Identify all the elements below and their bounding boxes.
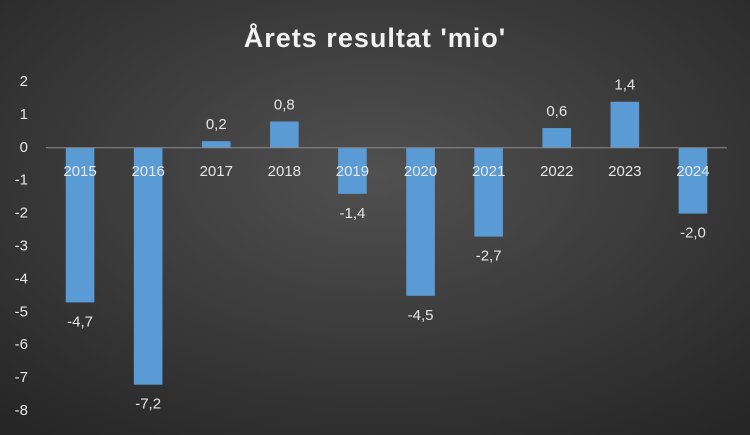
- y-tick-label: -1: [15, 172, 28, 189]
- value-label: -7,2: [135, 396, 161, 413]
- y-tick-label: -8: [15, 402, 28, 419]
- x-tick-label: 2016: [131, 163, 164, 180]
- y-tick-label: 0: [20, 139, 28, 156]
- x-tick-label: 2024: [676, 163, 709, 180]
- chart-title: Årets resultat 'mio': [244, 22, 506, 53]
- y-tick-label: 2: [20, 73, 28, 90]
- value-label: -4,7: [67, 313, 93, 330]
- x-tick-label: 2022: [540, 163, 573, 180]
- bar: [338, 147, 367, 194]
- x-tick-label: 2017: [200, 163, 233, 180]
- x-tick-label: 2018: [268, 163, 301, 180]
- x-tick-label: 2015: [63, 163, 96, 180]
- bar: [270, 121, 299, 148]
- y-tick-label: -2: [15, 205, 28, 222]
- x-tick-label: 2020: [404, 163, 437, 180]
- value-label: -2,7: [476, 248, 502, 265]
- value-label: -2,0: [680, 225, 706, 242]
- bar: [542, 128, 572, 148]
- value-label: 0,2: [206, 116, 227, 133]
- bar: [133, 147, 163, 385]
- bar: [678, 147, 708, 214]
- x-tick-label: 2023: [608, 163, 641, 180]
- bar: [406, 147, 435, 296]
- value-label: 0,6: [546, 103, 567, 120]
- y-tick-label: -3: [15, 237, 28, 254]
- bar: [474, 147, 503, 237]
- x-tick-label: 2019: [336, 163, 369, 180]
- bar: [201, 141, 231, 148]
- value-label: -4,5: [408, 307, 434, 324]
- value-label: 0,8: [274, 96, 295, 113]
- y-tick-label: -7: [15, 369, 28, 386]
- bar: [65, 147, 95, 303]
- bar: [610, 101, 640, 148]
- value-label: 1,4: [614, 77, 635, 94]
- x-tick-label: 2021: [472, 163, 505, 180]
- y-tick-label: 1: [20, 106, 28, 123]
- y-tick-label: -5: [15, 303, 28, 320]
- y-tick-label: -4: [15, 270, 28, 287]
- y-tick-label: -6: [15, 336, 28, 353]
- value-label: -1,4: [340, 205, 366, 222]
